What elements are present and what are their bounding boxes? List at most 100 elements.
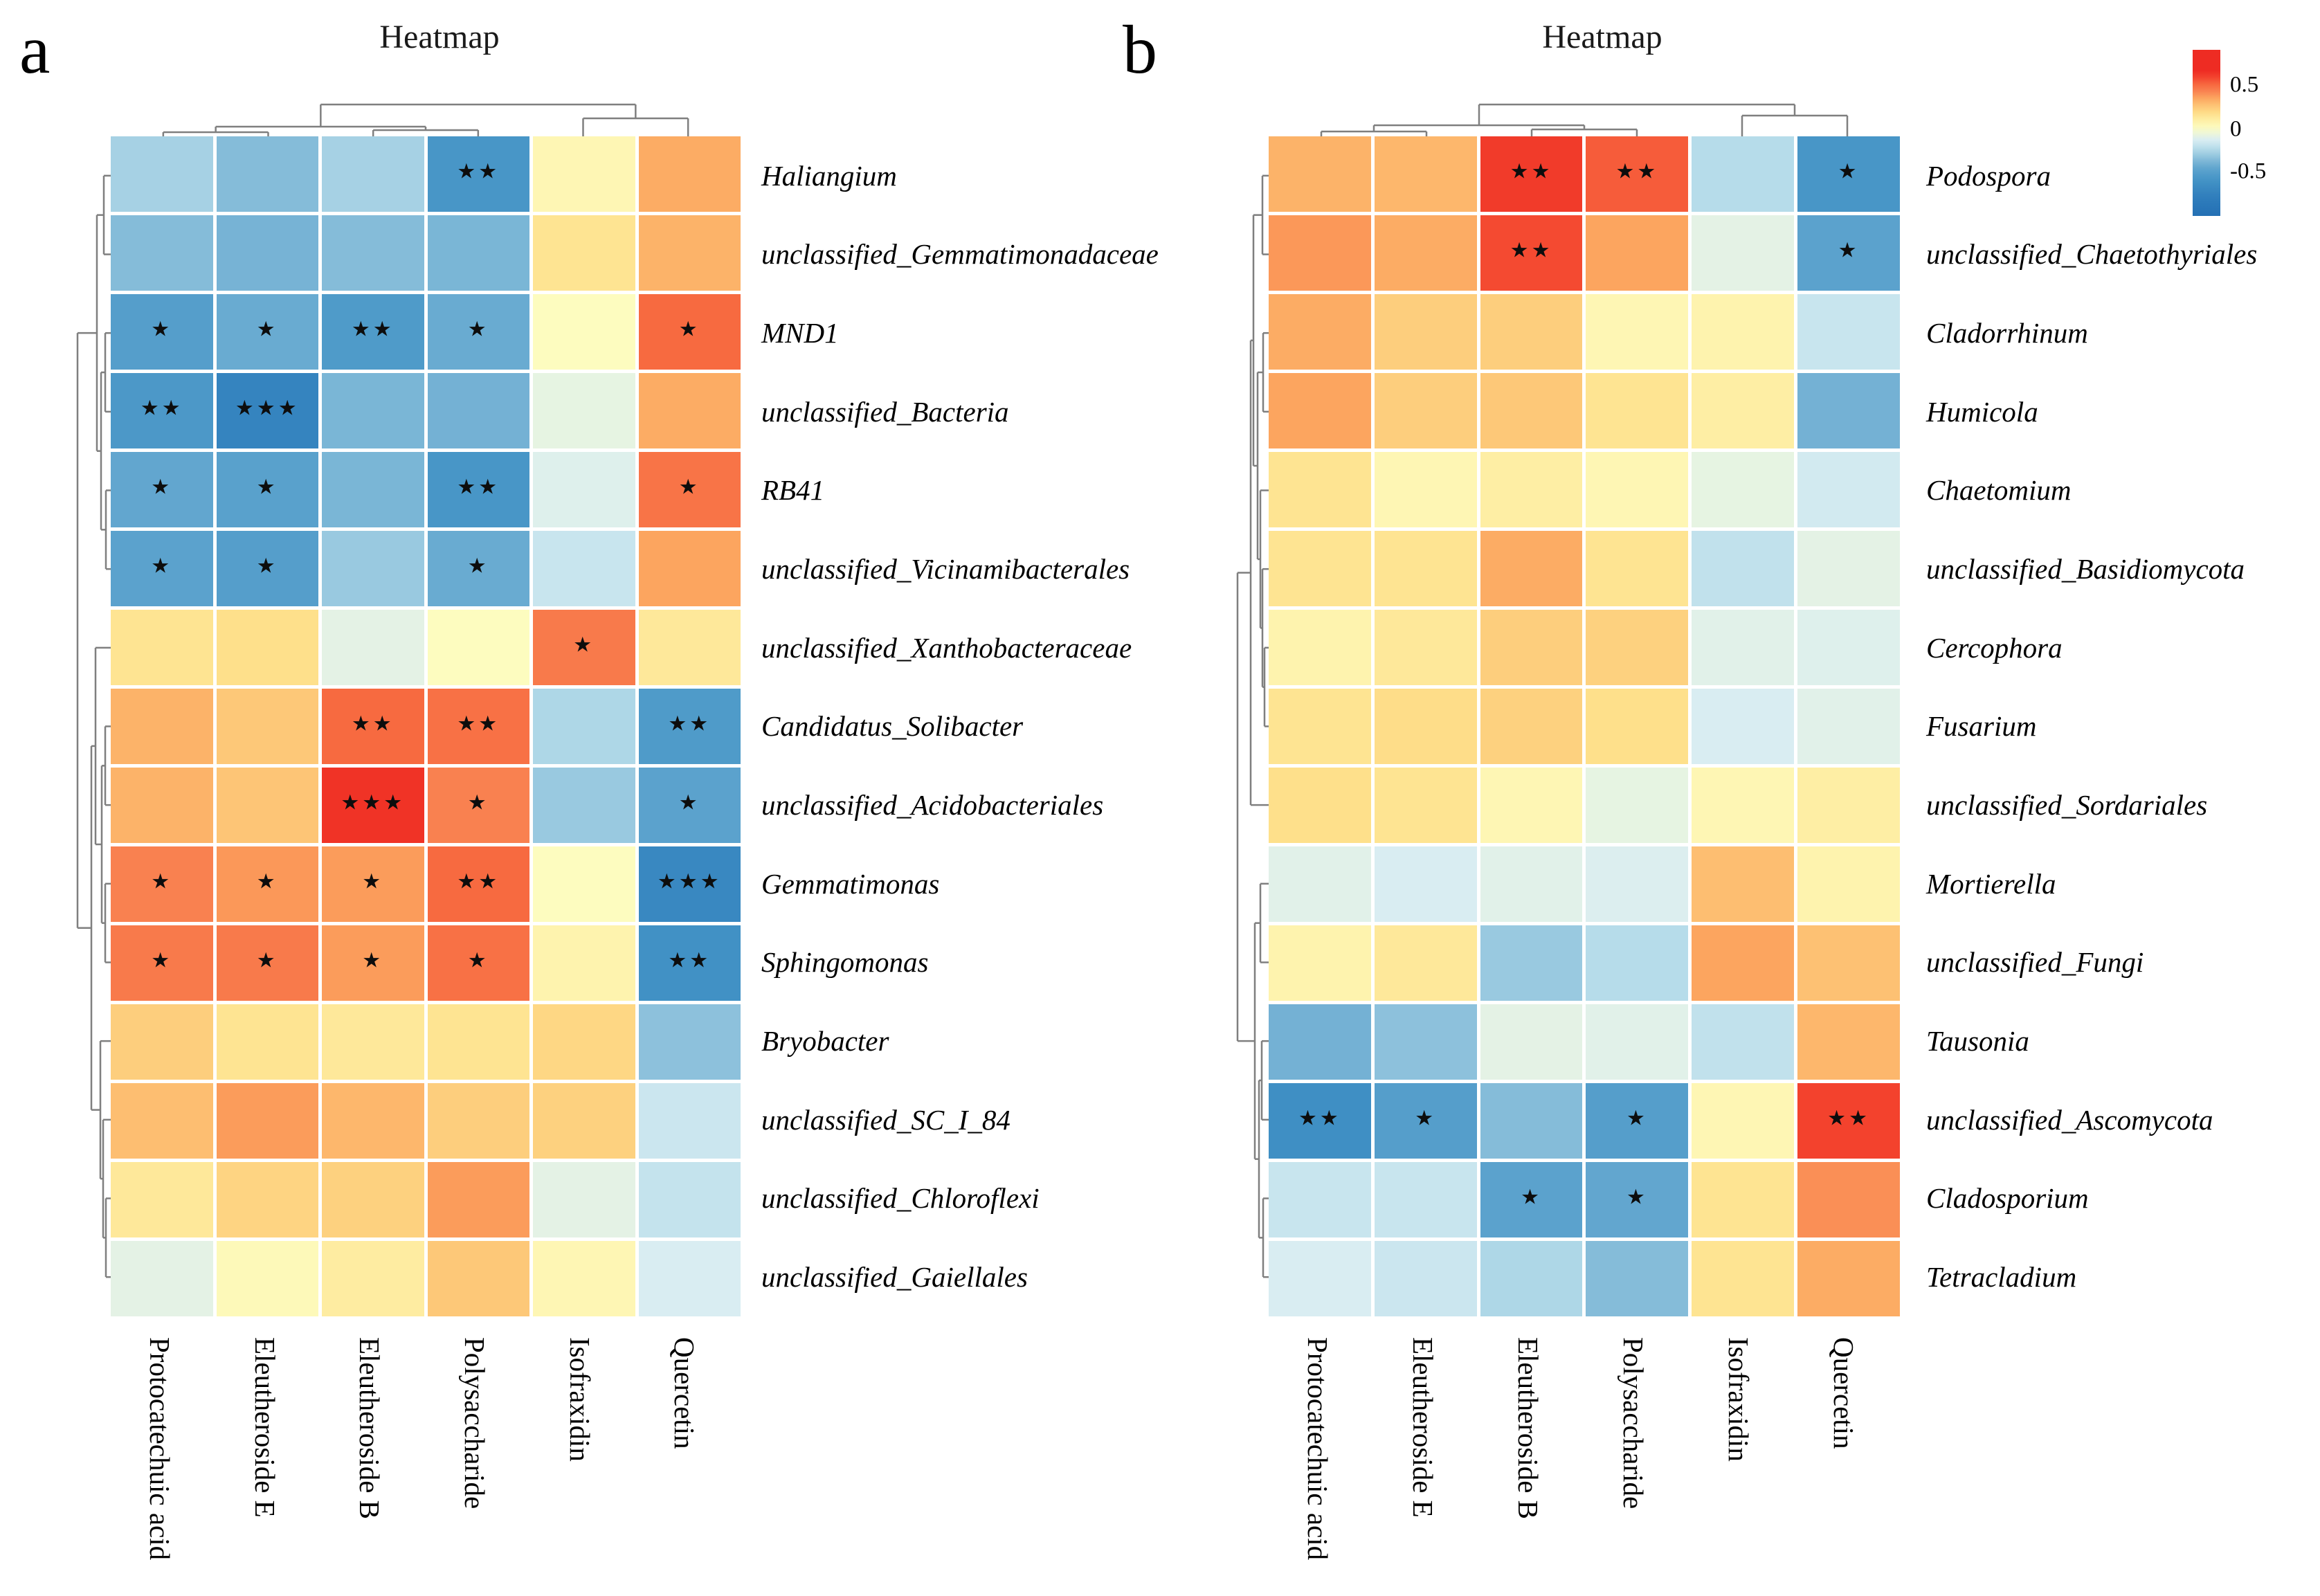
heatmap-cell xyxy=(533,373,635,448)
significance-stars: ★ xyxy=(1838,238,1860,263)
heatmap-cell: ★ xyxy=(216,452,318,527)
heatmap-cell: ★★ xyxy=(427,846,529,922)
column-label: Eleutheroside E xyxy=(1407,1337,1439,1518)
significance-stars: ★ xyxy=(678,475,700,500)
heatmap-cell xyxy=(1480,373,1583,448)
heatmap-cell xyxy=(1374,925,1477,1001)
significance-stars: ★★ xyxy=(457,711,500,736)
heatmap-cell xyxy=(1797,925,1900,1001)
heatmap-cell xyxy=(1692,136,1795,212)
row-label: unclassified_Xanthobacteraceae xyxy=(761,631,1132,664)
significance-stars: ★ xyxy=(256,948,278,973)
heatmap-cell xyxy=(1269,1004,1371,1080)
heatmap-cell xyxy=(1269,373,1371,448)
heatmap-cell: ★ xyxy=(638,452,741,527)
heatmap-cell xyxy=(638,531,741,606)
heatmap-cell xyxy=(111,689,213,764)
heatmap-cell xyxy=(1586,1241,1689,1316)
heatmap-cell xyxy=(1586,846,1689,922)
heatmap-cell xyxy=(1374,1241,1477,1316)
heatmap-cell xyxy=(1797,294,1900,370)
heatmap-cell: ★★ xyxy=(1797,1083,1900,1159)
heatmap-cell xyxy=(1586,610,1689,685)
heatmap-cell xyxy=(1269,768,1371,843)
heatmap-cell: ★★ xyxy=(427,452,529,527)
heatmap-cell: ★ xyxy=(111,294,213,370)
heatmap-cell xyxy=(1480,531,1583,606)
heatmap-cell xyxy=(533,294,635,370)
heatmap-cell xyxy=(1692,452,1795,527)
heatmap-cell xyxy=(533,1162,635,1237)
heatmap-cell xyxy=(1692,846,1795,922)
heatmap-cell xyxy=(1374,1162,1477,1237)
significance-stars: ★★ xyxy=(351,711,395,736)
heatmap-cell xyxy=(322,452,424,527)
row-label: Cladorrhinum xyxy=(1926,317,2088,350)
heatmap-cell: ★★ xyxy=(638,925,741,1001)
heatmap-cell: ★★★ xyxy=(638,846,741,922)
heatmap-cell xyxy=(638,1004,741,1080)
heatmap-cell: ★★★ xyxy=(216,373,318,448)
significance-stars: ★★ xyxy=(1615,159,1659,184)
heatmap-cell xyxy=(1269,294,1371,370)
heatmap-cell xyxy=(1692,610,1795,685)
heatmap-a: ★★ ★ ★ ★★ ★ ★ ★★ ★★★ ★ ★ ★★ ★ ★ ★ ★ ★ ★★ ★★ ★★ ★★★ ★ ★ ★ ★ ★ ★★ ★★… xyxy=(111,136,741,1316)
heatmap-cell xyxy=(1797,531,1900,606)
significance-stars: ★★ xyxy=(668,948,712,973)
heatmap-cell: ★★ xyxy=(638,689,741,764)
row-label: Chaetomium xyxy=(1926,474,2072,507)
significance-stars: ★★ xyxy=(1827,1106,1870,1131)
heatmap-cell xyxy=(1269,689,1371,764)
heatmap-cell: ★ xyxy=(533,610,635,685)
row-label: Sphingomonas xyxy=(761,946,929,979)
heatmap-cell xyxy=(1586,1004,1689,1080)
heatmap-cell xyxy=(322,610,424,685)
row-label: Cladosporium xyxy=(1926,1182,2089,1215)
heatmap-cell: ★★ xyxy=(427,136,529,212)
heatmap-cell xyxy=(1269,846,1371,922)
column-label: Eleutheroside B xyxy=(354,1337,386,1520)
significance-stars: ★ xyxy=(151,317,173,342)
heatmap-cell xyxy=(1586,294,1689,370)
heatmap-cell: ★★ xyxy=(1480,215,1583,291)
heatmap-cell xyxy=(1586,531,1689,606)
heatmap-b: ★★ ★★ ★ ★★ ★ ★★ ★ ★ ★★ ★ ★ xyxy=(1269,136,1900,1316)
heatmap-cell: ★★ xyxy=(1480,136,1583,212)
row-label: Bryobacter xyxy=(761,1025,889,1058)
heatmap-cell: ★★ xyxy=(1269,1083,1371,1159)
significance-stars: ★ xyxy=(256,475,278,500)
heatmap-cell xyxy=(1374,846,1477,922)
heatmap-cell xyxy=(533,452,635,527)
significance-stars: ★ xyxy=(1626,1106,1648,1131)
heatmap-cell xyxy=(1480,925,1583,1001)
significance-stars: ★ xyxy=(573,633,595,658)
heatmap-cell: ★★ xyxy=(427,689,529,764)
row-label: Mortierella xyxy=(1926,867,2056,900)
significance-stars: ★ xyxy=(151,475,173,500)
heatmap-cell xyxy=(111,610,213,685)
heatmap-cell xyxy=(1374,136,1477,212)
significance-stars: ★★ xyxy=(140,396,183,421)
heatmap-cell xyxy=(533,1241,635,1316)
heatmap-cell xyxy=(216,1004,318,1080)
significance-stars: ★ xyxy=(467,554,489,579)
heatmap-cell: ★ xyxy=(216,925,318,1001)
column-label: Quercetin xyxy=(1828,1337,1860,1449)
significance-stars: ★ xyxy=(1521,1185,1543,1210)
column-label: Polysaccharide xyxy=(458,1337,491,1509)
heatmap-cell: ★ xyxy=(111,925,213,1001)
row-label: unclassified_Gaiellales xyxy=(761,1261,1028,1294)
heatmap-cell xyxy=(1374,1004,1477,1080)
heatmap-cell: ★ xyxy=(427,768,529,843)
heatmap-cell xyxy=(1797,1162,1900,1237)
heatmap-cell xyxy=(1797,846,1900,922)
heatmap-cell xyxy=(1269,1241,1371,1316)
heatmap-cell xyxy=(1692,925,1795,1001)
row-label: Tetracladium xyxy=(1926,1261,2077,1294)
heatmap-cell xyxy=(427,1162,529,1237)
heatmap-cell xyxy=(1797,373,1900,448)
heatmap-cell xyxy=(533,925,635,1001)
heatmap-cell: ★ xyxy=(216,531,318,606)
heatmap-cell xyxy=(322,373,424,448)
heatmap-cell xyxy=(1269,610,1371,685)
